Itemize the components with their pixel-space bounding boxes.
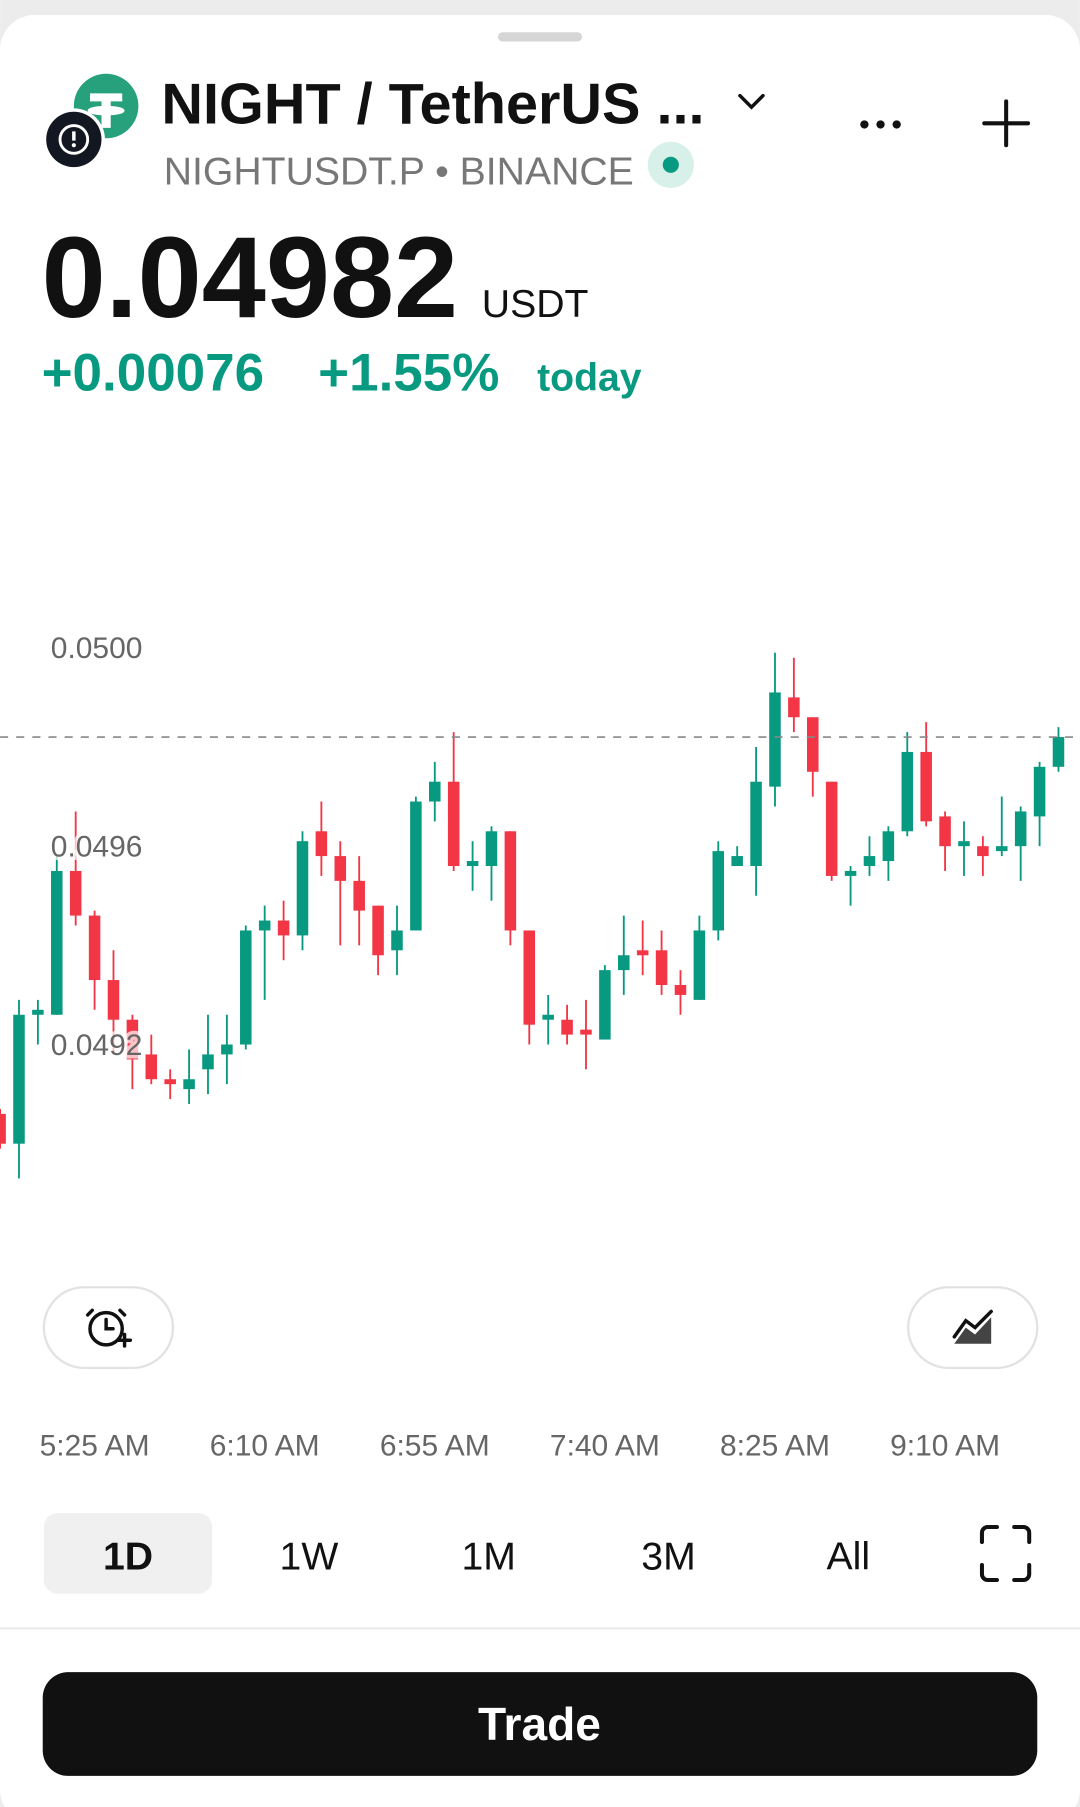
change-period: today bbox=[537, 357, 642, 400]
candle-body bbox=[523, 930, 536, 1025]
x-tick-label: 6:10 AM bbox=[210, 1430, 320, 1463]
candle-body bbox=[920, 751, 932, 822]
candle-body bbox=[580, 1029, 592, 1035]
candle-body bbox=[901, 751, 914, 832]
candle-body bbox=[618, 955, 630, 971]
add-button[interactable] bbox=[982, 99, 1031, 148]
candle-body bbox=[32, 1009, 44, 1015]
candle-body bbox=[825, 781, 838, 876]
candle-body bbox=[674, 985, 687, 995]
sheet bbox=[0, 14, 1080, 1807]
candle-body bbox=[221, 1044, 233, 1055]
symbol-subtitle: NIGHTUSDT.P • BINANCE bbox=[164, 150, 634, 193]
candle-body bbox=[769, 692, 781, 787]
symbol-icon bbox=[42, 73, 139, 171]
candle-body bbox=[107, 980, 120, 1020]
range-selector: 1D 1W 1M 3M All bbox=[43, 1513, 870, 1594]
candle-body bbox=[939, 816, 951, 847]
candle-body bbox=[353, 880, 365, 911]
candle-body bbox=[69, 870, 82, 916]
alert-icon bbox=[85, 1308, 133, 1348]
symbol-dropdown[interactable] bbox=[738, 93, 765, 110]
range-option[interactable]: All bbox=[826, 1536, 870, 1579]
status-dot bbox=[662, 156, 679, 173]
candle-body bbox=[391, 930, 403, 951]
candle-body bbox=[996, 846, 1008, 852]
x-tick-label: 6:55 AM bbox=[380, 1430, 490, 1463]
y-tick-label: 0.0496 bbox=[51, 831, 143, 864]
candle-body bbox=[258, 920, 271, 931]
candle-body bbox=[372, 905, 384, 956]
range-option[interactable]: 1D bbox=[103, 1536, 153, 1579]
y-tick-label: 0.0500 bbox=[51, 632, 143, 665]
candle-body bbox=[1052, 737, 1065, 767]
candle-body bbox=[51, 870, 63, 1015]
x-tick-label: 7:40 AM bbox=[550, 1430, 660, 1463]
x-tick-label: 8:25 AM bbox=[720, 1430, 830, 1463]
candle-body bbox=[466, 861, 479, 866]
candle-body bbox=[240, 930, 252, 1045]
candle-body bbox=[1033, 766, 1046, 817]
candle-body bbox=[599, 970, 611, 1040]
candle-body bbox=[0, 1113, 6, 1144]
candle-body bbox=[788, 697, 800, 718]
candle-body bbox=[712, 851, 725, 931]
price-unit: USDT bbox=[482, 283, 589, 326]
candlestick-chart: 0.0500 0.0496 0.0492 bbox=[0, 629, 1080, 1179]
candle-body bbox=[655, 950, 668, 986]
candle-body bbox=[145, 1054, 158, 1080]
candle-body bbox=[844, 870, 857, 876]
drag-handle[interactable] bbox=[497, 32, 583, 42]
candle-body bbox=[863, 856, 876, 866]
candle-body bbox=[1014, 811, 1027, 847]
symbol-title[interactable]: NIGHT / TetherUS ... bbox=[161, 72, 704, 136]
candle-body bbox=[485, 831, 498, 866]
candle-body bbox=[277, 920, 290, 936]
candle-body bbox=[410, 801, 422, 931]
candle-body bbox=[504, 831, 517, 931]
trade-button-label: Trade bbox=[478, 1698, 601, 1750]
candle-body bbox=[126, 1019, 139, 1060]
selected-range-bg bbox=[43, 1513, 213, 1594]
candle-body bbox=[183, 1079, 195, 1090]
candle-body bbox=[429, 781, 441, 802]
candle-body bbox=[202, 1054, 214, 1070]
x-tick-label: 9:10 AM bbox=[890, 1430, 1000, 1463]
trade-button[interactable] bbox=[42, 1672, 1038, 1776]
price-change: +0.00076 bbox=[42, 344, 265, 403]
candle-body bbox=[731, 856, 743, 866]
y-tick-label: 0.0492 bbox=[51, 1029, 143, 1062]
range-option[interactable]: 1W bbox=[280, 1536, 339, 1579]
range-option[interactable]: 1M bbox=[462, 1536, 516, 1579]
candle-body bbox=[296, 841, 309, 936]
candle-body bbox=[807, 717, 819, 772]
more-menu[interactable] bbox=[860, 120, 901, 129]
candle-body bbox=[750, 781, 762, 866]
x-tick-label: 5:25 AM bbox=[40, 1430, 150, 1463]
last-price: 0.04982 bbox=[42, 214, 459, 342]
candle-body bbox=[636, 950, 649, 956]
price-change-percent: +1.55% bbox=[318, 344, 499, 403]
indicator-icon bbox=[952, 1309, 993, 1344]
candle-body bbox=[315, 831, 328, 857]
range-option[interactable]: 3M bbox=[641, 1536, 695, 1579]
candle-body bbox=[88, 915, 101, 981]
candle-body bbox=[977, 846, 989, 857]
candle-body bbox=[13, 1014, 25, 1144]
fullscreen-button[interactable] bbox=[979, 1524, 1032, 1582]
candle-body bbox=[334, 856, 347, 881]
candle-body bbox=[447, 781, 460, 866]
candle-body bbox=[882, 831, 895, 862]
candle-body bbox=[958, 841, 970, 847]
candle-body bbox=[561, 1019, 573, 1035]
candle-body bbox=[542, 1014, 554, 1020]
candle-body bbox=[164, 1079, 176, 1085]
candle-body bbox=[693, 930, 706, 1000]
